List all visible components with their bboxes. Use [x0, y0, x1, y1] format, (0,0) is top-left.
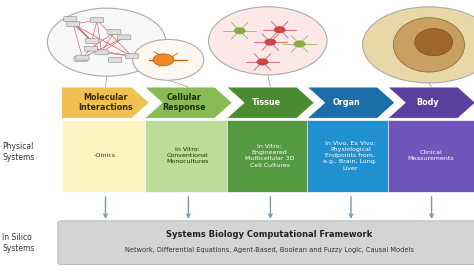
Text: Systems Biology Computational Framework: Systems Biology Computational Framework: [166, 230, 372, 239]
Circle shape: [264, 39, 276, 45]
FancyBboxPatch shape: [388, 120, 474, 192]
FancyBboxPatch shape: [85, 39, 99, 44]
FancyBboxPatch shape: [145, 120, 231, 192]
FancyBboxPatch shape: [76, 55, 89, 60]
Text: -Omics: -Omics: [94, 153, 116, 158]
Polygon shape: [307, 87, 395, 118]
FancyBboxPatch shape: [66, 22, 80, 27]
Polygon shape: [388, 87, 474, 118]
Circle shape: [153, 54, 174, 66]
FancyBboxPatch shape: [109, 57, 122, 62]
FancyBboxPatch shape: [108, 30, 121, 35]
FancyBboxPatch shape: [62, 120, 148, 192]
Circle shape: [294, 41, 305, 47]
FancyBboxPatch shape: [58, 221, 474, 265]
Circle shape: [133, 39, 204, 80]
Text: Physical
Systems: Physical Systems: [2, 142, 35, 162]
FancyBboxPatch shape: [125, 54, 138, 59]
Polygon shape: [227, 87, 314, 118]
Ellipse shape: [415, 29, 453, 56]
Text: Network, Differential Equations, Agent-Based, Boolean and Fuzzy Logic, Causal Mo: Network, Differential Equations, Agent-B…: [125, 247, 413, 254]
Circle shape: [209, 7, 327, 75]
Text: In Vivo, Ex Vivo:
Physiological
Endpoints from,
e.g., Brain, Lung,
Liver: In Vivo, Ex Vivo: Physiological Endpoint…: [323, 141, 377, 171]
Circle shape: [274, 26, 285, 33]
Circle shape: [257, 59, 268, 65]
Polygon shape: [145, 87, 232, 118]
Polygon shape: [62, 87, 149, 118]
FancyBboxPatch shape: [64, 17, 77, 21]
Circle shape: [47, 8, 166, 76]
Text: In Silico
Systems: In Silico Systems: [2, 233, 35, 254]
FancyBboxPatch shape: [95, 50, 108, 55]
FancyBboxPatch shape: [118, 35, 131, 40]
Text: Tissue: Tissue: [252, 98, 281, 107]
FancyBboxPatch shape: [74, 57, 87, 61]
Text: In Vitro:
Conventional
Monocultures: In Vitro: Conventional Monocultures: [166, 147, 209, 164]
Text: Cellular
Response: Cellular Response: [162, 93, 206, 112]
Text: Molecular
Interactions: Molecular Interactions: [78, 93, 133, 112]
Text: In Vitro:
Engineered
Multicellular 3D
Cell Cultures: In Vitro: Engineered Multicellular 3D Ce…: [245, 144, 294, 168]
FancyBboxPatch shape: [84, 46, 98, 51]
Text: Organ: Organ: [333, 98, 361, 107]
FancyBboxPatch shape: [91, 18, 104, 23]
Text: Clinical
Measurements: Clinical Measurements: [408, 150, 454, 161]
Text: Body: Body: [416, 98, 438, 107]
Ellipse shape: [393, 18, 465, 72]
FancyBboxPatch shape: [307, 120, 393, 192]
Circle shape: [234, 27, 246, 34]
Circle shape: [363, 7, 474, 83]
FancyBboxPatch shape: [227, 120, 313, 192]
